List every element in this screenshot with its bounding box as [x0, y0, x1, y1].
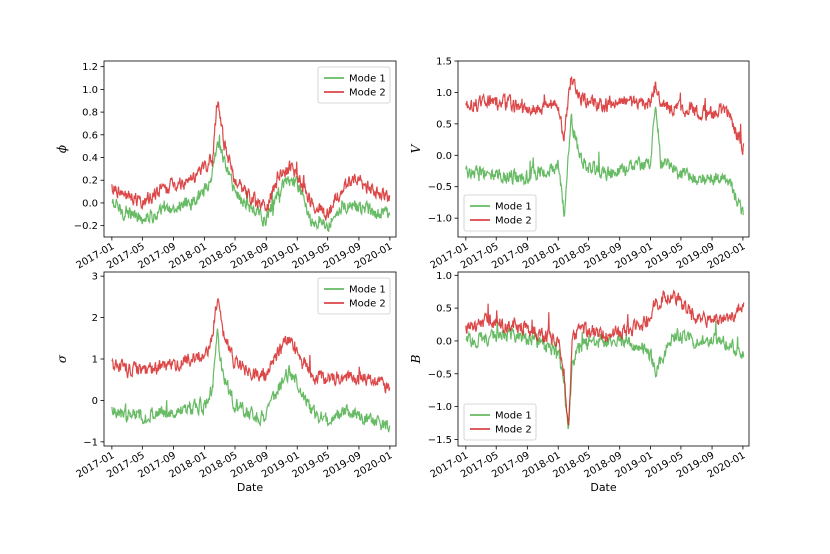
- y-axis-label: B: [409, 354, 423, 364]
- y-tick-label: 1.5: [436, 57, 452, 68]
- y-tick-label: 0.6: [82, 130, 98, 141]
- legend-box: [317, 66, 391, 104]
- y-tick-label: 1.0: [436, 271, 452, 282]
- y-tick-label: −0.5: [428, 182, 452, 193]
- legend-entry: Mode 2: [495, 425, 532, 436]
- series-line-mode-2: [111, 298, 391, 394]
- y-tick-label: 0.4: [82, 153, 98, 164]
- y-tick-label: −0.2: [74, 221, 98, 232]
- y-tick-label: 0: [92, 396, 98, 407]
- y-tick-label: 0.8: [82, 108, 98, 119]
- series-line-mode-1: [465, 106, 745, 217]
- y-axis-label: ϕ: [55, 145, 69, 153]
- y-tick-label: 1.0: [82, 85, 98, 96]
- y-tick-label: −1.0: [428, 402, 452, 413]
- series-line-mode-2: [465, 289, 745, 426]
- legend-entry: Mode 2: [495, 216, 532, 227]
- legend-entry: Mode 1: [495, 202, 532, 213]
- x-axis-label: Date: [590, 481, 617, 494]
- y-tick-label: 2: [92, 313, 98, 324]
- subplot-2: −1.0−0.50.00.51.01.52017-012017-052017-0…: [409, 57, 750, 271]
- y-tick-label: −0.5: [428, 369, 452, 380]
- subplot-4: −1.5−1.0−0.50.00.51.02017-012017-052017-…: [409, 271, 750, 494]
- y-axis-label: V: [409, 143, 423, 153]
- y-tick-label: −1: [83, 437, 98, 448]
- legend-entry: Mode 2: [349, 88, 386, 99]
- y-tick-label: 0.2: [82, 176, 98, 187]
- subplot-1: −0.20.00.20.40.60.81.01.22017-012017-052…: [55, 60, 397, 271]
- legend-box: [463, 403, 537, 441]
- series-line-mode-2: [465, 76, 745, 155]
- y-tick-label: 0.5: [436, 304, 452, 315]
- y-tick-label: 0.0: [82, 198, 98, 209]
- y-tick-label: −1.5: [428, 435, 452, 446]
- legend: Mode 1 Mode 2: [317, 66, 391, 104]
- legend-entry: Mode 1: [495, 411, 532, 422]
- legend: Mode 1 Mode 2: [463, 403, 537, 441]
- y-tick-label: 1: [92, 355, 98, 366]
- y-tick-label: 3: [92, 272, 98, 283]
- legend-entry: Mode 1: [349, 285, 386, 296]
- legend-entry: Mode 1: [349, 74, 386, 85]
- legend-box: [463, 194, 537, 232]
- series-line-mode-1: [111, 328, 391, 433]
- y-tick-label: 1.0: [436, 88, 452, 99]
- y-tick-label: 0.0: [436, 336, 452, 347]
- legend-box: [317, 277, 391, 315]
- axes-frame: [457, 60, 750, 238]
- y-tick-label: 0.5: [436, 119, 452, 130]
- series-line-mode-2: [111, 101, 391, 221]
- series-line-mode-1: [465, 320, 745, 430]
- axes-frame: [103, 60, 397, 238]
- y-tick-label: 0.0: [436, 151, 452, 162]
- subplot-3: −101232017-012017-052017-092018-012018-0…: [55, 271, 397, 494]
- x-axis-label: Date: [237, 481, 264, 494]
- y-tick-label: −1.0: [428, 214, 452, 225]
- legend-entry: Mode 2: [349, 299, 386, 310]
- axes-frame: [457, 271, 750, 447]
- legend: Mode 1 Mode 2: [317, 277, 391, 315]
- y-tick-label: 1.2: [82, 62, 98, 73]
- legend: Mode 1 Mode 2: [463, 194, 537, 232]
- y-axis-label: σ: [55, 354, 69, 363]
